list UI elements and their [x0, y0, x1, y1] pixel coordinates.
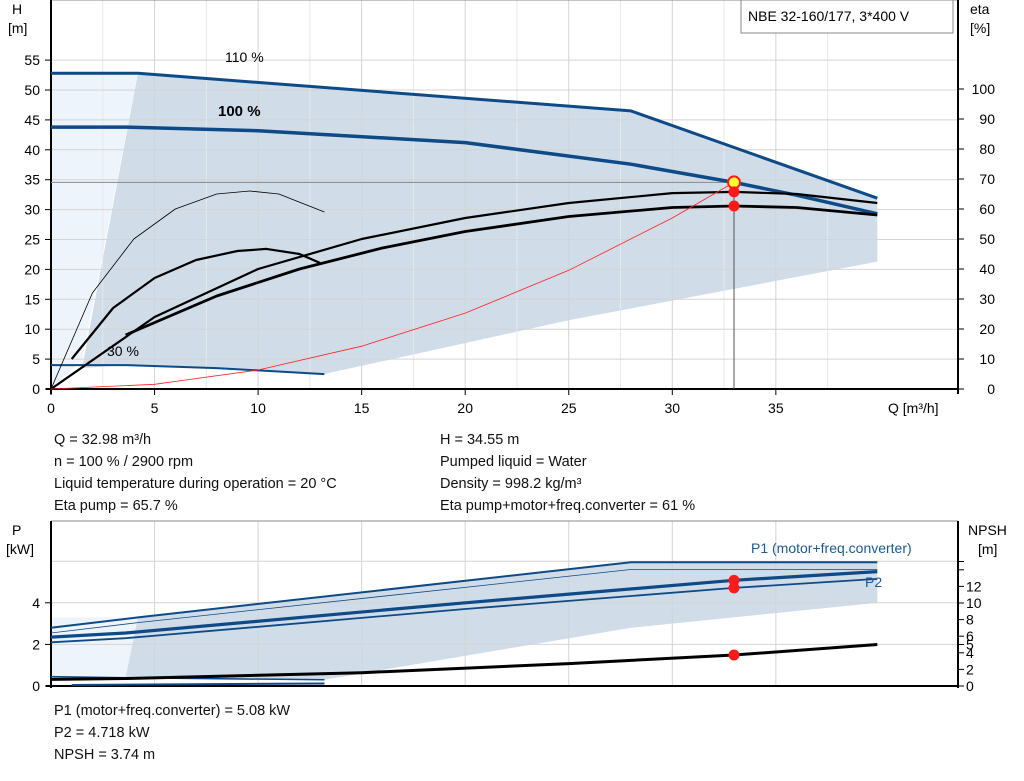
npsh-label-unit: [m]: [978, 541, 997, 557]
info-eta-pump: Eta pump = 65.7 %: [54, 498, 178, 514]
npsh-point: [728, 649, 740, 661]
info-p1: P1 (motor+freq.converter) = 5.08 kW: [54, 703, 291, 719]
p-tick-label: 0: [32, 678, 40, 694]
npsh-tick-label: 8: [966, 612, 974, 628]
info-speed: n = 100 % / 2900 rpm: [54, 454, 194, 470]
info-right: H = 34.55 m Pumped liquid = Water Densit…: [440, 429, 695, 517]
eta-tick-label: 0: [987, 381, 995, 397]
info-bottom: P1 (motor+freq.converter) = 5.08 kW P2 =…: [54, 700, 290, 766]
info-eta-total: Eta pump+motor+freq.converter = 61 %: [440, 498, 696, 514]
eta-tick-label: 10: [979, 351, 995, 367]
x-tick-label: 5: [151, 400, 159, 416]
y-tick-label: 10: [24, 321, 40, 337]
p-tick-label: 4: [32, 595, 40, 611]
curve-eta-5: [50, 190, 325, 390]
info-npsh: NPSH = 3.74 m: [54, 747, 156, 763]
chart-title: NBE 32-160/177, 3*400 V: [748, 8, 910, 24]
curve-eta-6: [70, 247, 321, 360]
npsh-tick-label: 2: [966, 661, 974, 677]
npsh-label: NPSH: [968, 522, 1007, 538]
curve-NPSH-6: [50, 643, 878, 681]
y-tick-label: 55: [24, 52, 40, 68]
x-tick-label: 10: [250, 400, 266, 416]
x-tick-label: 20: [457, 400, 473, 416]
eta-tick-label: 70: [979, 171, 995, 187]
y-label-eta-unit: [%]: [970, 20, 990, 36]
npsh-tick-label: 12: [966, 578, 982, 594]
eta-tick-label: 40: [979, 261, 995, 277]
label-110: 110 %: [225, 49, 264, 65]
y-tick-label: 0: [32, 381, 40, 397]
info-p2: P2 = 4.718 kW: [54, 725, 150, 741]
eta-tick-label: 20: [979, 321, 995, 337]
curve-P-5: [71, 682, 325, 686]
npsh-tick-label: 5: [966, 637, 974, 653]
y-tick-label: 20: [24, 261, 40, 277]
y-tick-label: 15: [24, 291, 40, 307]
eta-tick-label: 90: [979, 111, 995, 127]
eta-tick-label: 50: [979, 231, 995, 247]
x-tick-label: 0: [47, 400, 55, 416]
label-30: 30 %: [107, 343, 139, 359]
eta-tick-label: 100: [972, 81, 996, 97]
curve-P-0: [50, 561, 878, 629]
y-tick-label: 25: [24, 232, 40, 248]
x-tick-label: 25: [561, 400, 577, 416]
x-tick-label: 15: [354, 400, 370, 416]
npsh-tick-label: 6: [966, 628, 974, 644]
eta-tick-label: 30: [979, 291, 995, 307]
x-label: Q [m³/h]: [888, 400, 939, 416]
y-tick-label: 5: [32, 351, 40, 367]
npsh-tick-label: 4: [966, 645, 974, 661]
curve-H-7: [50, 182, 735, 390]
info-q: Q = 32.98 m³/h: [54, 432, 152, 448]
curve-P-2: [50, 570, 878, 639]
npsh-tick-label: 10: [966, 595, 982, 611]
p-label-unit: [kW]: [6, 541, 34, 557]
info-temp: Liquid temperature during operation = 20…: [54, 476, 337, 492]
curve-eta-4: [125, 204, 878, 337]
y-tick-label: 45: [24, 112, 40, 128]
y-tick-label: 35: [24, 172, 40, 188]
label-p2: P2: [865, 574, 882, 590]
eta-tick-label: 60: [979, 201, 995, 217]
info-density: Density = 998.2 kg/m³: [440, 476, 582, 492]
y-tick-label: 40: [24, 142, 40, 158]
curve-eta-3: [50, 190, 878, 390]
info-liquid: Pumped liquid = Water: [440, 454, 587, 470]
curve-P-1: [50, 569, 878, 634]
x-tick-label: 30: [665, 400, 681, 416]
y-tick-label: 50: [24, 82, 40, 98]
info-left: Q = 32.98 m³/h n = 100 % / 2900 rpm Liqu…: [54, 429, 337, 517]
y-label-eta: eta: [970, 1, 990, 17]
light-area: [51, 72, 138, 389]
eta-pump-point: [728, 186, 740, 198]
p2-point: [728, 582, 740, 594]
curve-H-2: [51, 364, 325, 376]
label-p1: P1 (motor+freq.converter): [751, 540, 912, 556]
eta-total-point: [728, 200, 740, 212]
npsh-tick-label: 0: [966, 678, 974, 694]
p-label: P: [12, 522, 21, 538]
y-label-h-unit: [m]: [8, 20, 27, 36]
eta-tick-label: 80: [979, 141, 995, 157]
label-100: 100 %: [218, 103, 261, 120]
info-h: H = 34.55 m: [440, 432, 520, 448]
y-tick-label: 30: [24, 202, 40, 218]
title-box: [740, 0, 954, 34]
p-tick-label: 2: [32, 636, 40, 652]
p1-point: [728, 574, 740, 586]
curve-H-0: [51, 71, 878, 200]
x-tick-label: 35: [768, 400, 784, 416]
curve-P-3: [50, 578, 878, 644]
y-label-h: H: [12, 1, 22, 17]
